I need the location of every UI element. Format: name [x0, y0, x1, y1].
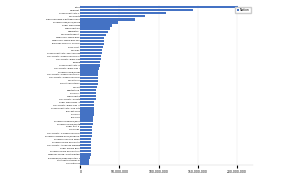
Bar [80, 141, 91, 143]
Bar [80, 12, 166, 14]
Bar [80, 21, 118, 24]
Bar [80, 92, 96, 94]
Bar [80, 40, 104, 42]
Bar [80, 159, 89, 162]
Bar [80, 120, 93, 122]
Bar [80, 58, 101, 60]
Bar [80, 132, 92, 134]
Bar [80, 18, 135, 21]
Bar [80, 144, 91, 146]
Bar [80, 37, 104, 39]
Bar [80, 61, 100, 64]
Bar [80, 138, 91, 140]
Legend: Nation: Nation [235, 7, 251, 13]
Bar [80, 77, 98, 79]
Bar [80, 70, 98, 73]
Bar [80, 73, 98, 76]
Bar [80, 9, 193, 11]
Bar [80, 43, 104, 45]
Bar [80, 6, 238, 8]
Bar [80, 46, 102, 48]
Bar [80, 30, 108, 33]
Bar [80, 122, 93, 125]
Bar [80, 98, 96, 100]
Bar [80, 86, 97, 88]
Bar [80, 80, 98, 82]
Bar [80, 104, 94, 106]
Bar [80, 126, 92, 128]
Bar [80, 153, 90, 156]
Bar [80, 117, 93, 119]
Bar [80, 110, 94, 113]
Bar [80, 52, 102, 54]
Bar [80, 95, 96, 97]
Bar [80, 34, 106, 36]
Bar [80, 129, 92, 131]
Bar [80, 49, 102, 51]
Bar [80, 156, 90, 159]
Bar [80, 89, 96, 91]
Bar [80, 101, 94, 103]
Bar [80, 55, 101, 57]
Bar [80, 162, 89, 165]
Bar [80, 27, 110, 30]
Bar [80, 64, 100, 67]
Bar [80, 107, 94, 109]
Bar [80, 113, 94, 116]
Bar [80, 15, 145, 17]
Bar [80, 24, 112, 27]
Bar [80, 135, 92, 137]
Bar [80, 147, 91, 149]
Bar [80, 83, 98, 85]
Bar [80, 67, 99, 70]
Bar [80, 150, 90, 152]
